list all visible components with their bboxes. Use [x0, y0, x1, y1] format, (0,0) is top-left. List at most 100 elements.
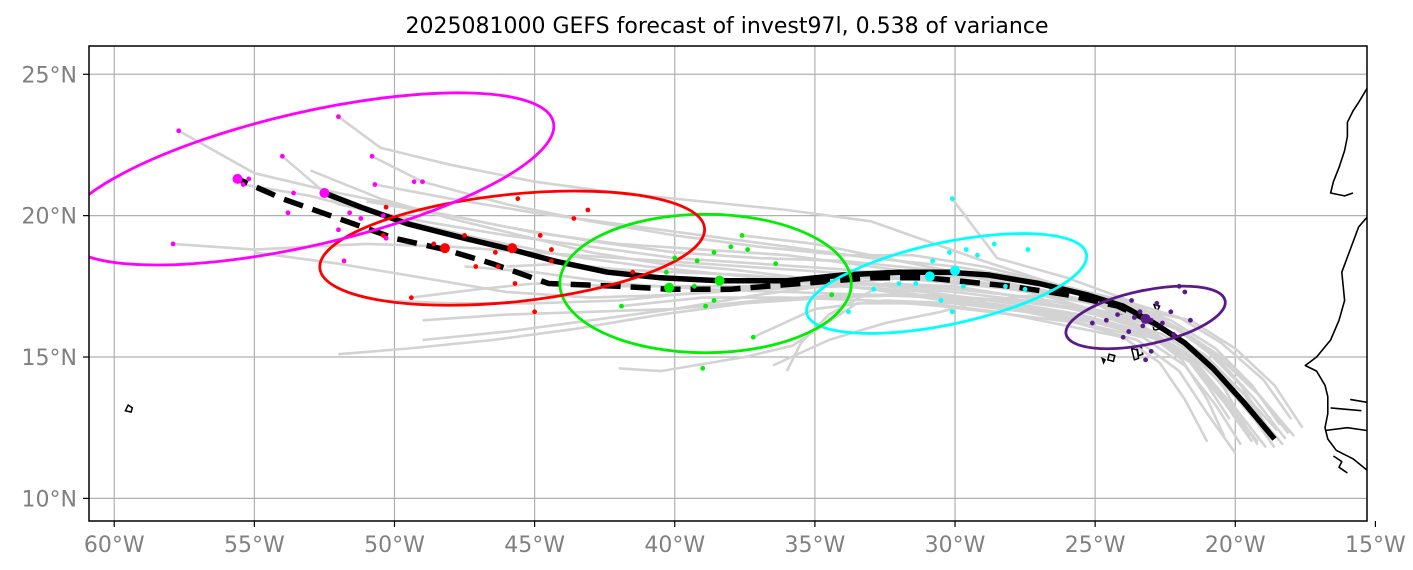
mean-position-dot — [1140, 313, 1151, 324]
member-position-dot — [1137, 309, 1143, 315]
member-position-dot — [492, 249, 498, 255]
y-tick-label: 25°N — [22, 63, 77, 88]
member-position-dot — [745, 247, 751, 252]
member-position-dot — [896, 281, 902, 286]
x-tick-label: 50°W — [364, 533, 425, 558]
island — [1130, 347, 1140, 361]
island — [1106, 353, 1116, 363]
member-position-dot — [170, 241, 176, 247]
member-position-dot — [672, 255, 678, 261]
member-position-dot — [663, 269, 669, 275]
member-position-dot — [949, 196, 955, 202]
x-tick-label: 30°W — [925, 533, 986, 558]
mean-positions — [232, 173, 1151, 324]
member-position-dot — [1115, 312, 1120, 318]
member-position-dot — [1160, 320, 1165, 326]
member-position-dot — [1089, 320, 1095, 326]
member-position-dot — [711, 249, 717, 255]
member-position-dot — [773, 261, 779, 267]
coastline — [1324, 426, 1367, 432]
y-axis: 10°N 15°N 20°N 25°N — [22, 63, 89, 512]
member-position-dot — [515, 196, 521, 202]
coastline — [1304, 216, 1367, 471]
member-position-dot — [1171, 331, 1177, 337]
member-position-dot — [1022, 286, 1028, 292]
member-position-dot — [913, 281, 919, 286]
coastline — [1350, 398, 1367, 404]
member-position-dot — [961, 283, 966, 289]
ensemble-track — [752, 299, 1268, 449]
member-position-dot — [1131, 315, 1137, 320]
x-tick-label: 40°W — [644, 533, 705, 558]
uncertainty-ellipse — [318, 189, 707, 307]
member-position-dot — [411, 179, 417, 185]
member-position-dot — [975, 252, 980, 258]
member-position-dot — [700, 365, 706, 371]
member-position-dot — [963, 247, 969, 252]
island — [1100, 356, 1106, 365]
chart-title: 2025081000 GEFS forecast of invest97l, 0… — [406, 14, 1049, 39]
member-position-dot — [949, 309, 955, 315]
member-position-dot — [846, 309, 851, 315]
member-position-dot — [336, 227, 341, 233]
member-position-dot — [336, 114, 341, 120]
member-position-dot — [750, 334, 756, 340]
island — [124, 404, 134, 413]
member-position-dot — [380, 213, 386, 219]
uncertainty-ellipse — [805, 232, 1089, 335]
member-position-dot — [537, 233, 543, 238]
mean-position-dot — [950, 265, 961, 276]
member-position-dot — [694, 258, 700, 264]
uncertainty-ellipse — [89, 91, 556, 267]
coastline — [1346, 87, 1367, 137]
member-position-dot — [1126, 329, 1132, 334]
mean-position-dot — [664, 282, 675, 293]
member-position-dot — [571, 216, 577, 221]
member-position-dot — [711, 298, 717, 303]
mean-position-dot — [439, 243, 450, 254]
member-position-dot — [285, 210, 291, 216]
x-tick-label: 35°W — [785, 533, 846, 558]
member-position-dot — [991, 241, 997, 247]
member-position-dot — [512, 281, 518, 286]
coastline — [1332, 455, 1348, 474]
member-position-dot — [630, 269, 636, 275]
member-position-dot — [1188, 317, 1193, 323]
member-position-dot — [240, 182, 246, 187]
member-position-dot — [369, 153, 375, 159]
plot-frame — [88, 45, 1368, 522]
member-position-dot — [1154, 300, 1160, 306]
member-position-dot — [549, 258, 554, 264]
member-position-dot — [1003, 283, 1008, 289]
member-position-dot — [1168, 309, 1174, 315]
map-background — [89, 46, 1367, 521]
member-position-dot — [1182, 289, 1188, 295]
member-position-dot — [930, 258, 935, 264]
x-axis: 60°W 55°W 50°W 45°W 40°W 35°W 30°W 25°W 20°W 15°W — [84, 521, 1406, 558]
x-tick-label: 15°W — [1345, 533, 1406, 558]
mean-position-dot — [232, 173, 243, 184]
mean-position-dot — [507, 243, 518, 254]
member-position-dot — [1103, 317, 1109, 323]
y-tick-label: 10°N — [22, 487, 77, 512]
y-tick-label: 20°N — [22, 205, 77, 230]
coastline — [1330, 407, 1362, 412]
mean-position-dot — [924, 271, 935, 282]
member-position-dot — [1025, 247, 1031, 252]
member-position-dot — [473, 264, 479, 269]
member-position-dot — [383, 204, 389, 210]
member-position-dot — [1176, 283, 1182, 289]
member-position-dot — [549, 247, 554, 252]
member-position-dot — [347, 210, 353, 216]
member-position-dot — [358, 216, 364, 221]
member-position-dot — [703, 303, 708, 309]
member-position-dot — [1143, 357, 1148, 363]
x-tick-label: 25°W — [1065, 533, 1126, 558]
member-position-dot — [1148, 348, 1154, 354]
member-position-dot — [585, 207, 591, 213]
ensemble-track — [374, 183, 1282, 426]
x-tick-label: 55°W — [224, 533, 285, 558]
coastline — [1329, 136, 1354, 197]
member-position-dot — [739, 233, 745, 238]
